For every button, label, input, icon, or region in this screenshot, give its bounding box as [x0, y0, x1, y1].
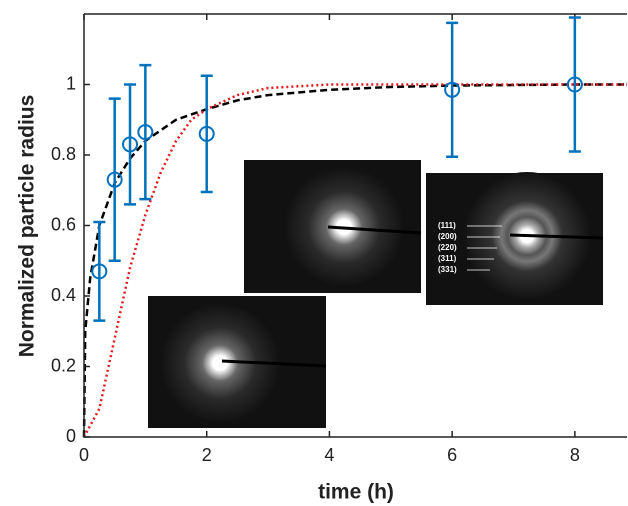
data-point	[122, 136, 139, 153]
annotation: (200)	[438, 232, 457, 241]
beam-stop	[327, 225, 422, 235]
error-bar	[93, 220, 106, 322]
data-point	[444, 81, 461, 98]
error-bar	[124, 83, 137, 206]
y-tick-label: 0.8	[51, 144, 76, 164]
error-bar	[446, 21, 459, 159]
beam-stop	[509, 233, 604, 240]
x-tick-label: 2	[202, 445, 212, 465]
error-bar	[568, 16, 581, 153]
model-curve	[82, 83, 627, 438]
annotation: (220)	[438, 243, 457, 252]
annotation: (111)	[438, 221, 456, 230]
x-tick-label: 0	[79, 445, 89, 465]
plot-area	[82, 83, 627, 438]
axes-box	[83, 13, 627, 438]
x-axis-label: time (h)	[318, 481, 394, 504]
error-bar	[139, 63, 152, 201]
y-tick-label: 0.4	[51, 285, 76, 305]
data-point	[566, 76, 583, 93]
y-tick-label: 0.6	[51, 214, 76, 234]
data-point	[91, 263, 108, 280]
y-axis-label: Normalized particle radius	[16, 95, 39, 358]
error-bar	[200, 74, 213, 194]
inset-pattern	[160, 303, 280, 423]
x-tick-label: 8	[570, 445, 580, 465]
y-tick-label: 0	[66, 426, 76, 446]
x-tick-label: 4	[324, 445, 334, 465]
error-bar	[108, 97, 121, 262]
beam-stop	[221, 359, 327, 368]
annotation: (311)	[438, 254, 457, 263]
data-point	[198, 125, 215, 142]
data-point	[106, 171, 123, 188]
front-layer: 0 2 4 6 8 0 0.2 0.4 0.6 0.8 1	[51, 13, 627, 465]
data-point	[137, 124, 154, 141]
x-tick-label: 6	[447, 445, 457, 465]
inset-images: (111) (200) (220) (311) (331)	[148, 160, 604, 428]
y-tick-label: 0.2	[51, 355, 76, 375]
model-curve	[82, 83, 627, 438]
annotation: (331)	[438, 265, 457, 274]
y-tick-label: 1	[66, 73, 76, 93]
annotation-arrows	[467, 225, 502, 271]
